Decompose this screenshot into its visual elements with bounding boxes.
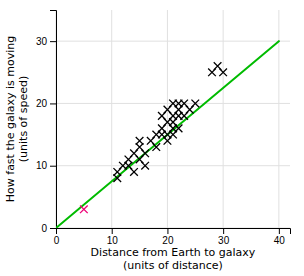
scatter-point xyxy=(141,149,149,157)
scatter-point xyxy=(191,100,199,108)
scatter-point xyxy=(80,205,88,213)
y-axis-tick-label: 30 xyxy=(36,36,48,47)
grid-line-x xyxy=(223,10,224,228)
scatter-point xyxy=(152,143,160,151)
x-axis-tick-mark xyxy=(112,228,113,234)
fit-line xyxy=(56,41,279,228)
scatter-point xyxy=(136,137,144,145)
marks xyxy=(56,41,279,228)
y-axis-tick-mark xyxy=(50,103,56,104)
grid-line-x xyxy=(111,10,112,228)
y-axis-tick-mark xyxy=(50,228,56,229)
grid-line-y xyxy=(56,41,290,42)
grid xyxy=(56,10,290,228)
chart: 0102030400102030Distance from Earth to g… xyxy=(0,0,304,276)
x-axis-tick-mark xyxy=(223,228,224,234)
y-axis-tick-label: 0 xyxy=(41,223,47,234)
x-axis-tick-label: 10 xyxy=(107,235,119,246)
scatter-point xyxy=(175,125,183,133)
x-axis-tick: 40 xyxy=(274,228,286,246)
scatter-point xyxy=(219,68,227,76)
x-axis-tick: 10 xyxy=(107,228,119,246)
x-axis-tick-label: 20 xyxy=(162,235,174,246)
x-axis-tick: 20 xyxy=(162,228,174,246)
y-axis-tick-label: 20 xyxy=(36,98,48,109)
x-axis-tick-label: 30 xyxy=(218,235,230,246)
x-axis-tick: 0 xyxy=(54,228,60,246)
y-axis-tick: 20 xyxy=(36,98,56,109)
y-axis-title: How fast the galaxy is moving(units of s… xyxy=(4,36,30,202)
scatter-point xyxy=(130,168,138,176)
y-axis-tick-mark xyxy=(50,166,56,167)
y-axis-tick: 30 xyxy=(36,36,56,47)
y-axis: 0 10 20 30 xyxy=(36,11,57,234)
x-axis: 0 10 20 30 40 xyxy=(54,228,291,246)
y-axis-tick-mark xyxy=(50,41,56,42)
y-axis-line xyxy=(50,11,57,229)
y-axis-tick-label: 10 xyxy=(36,160,48,171)
plot: 0 10 20 30 40 0 10 20 30 xyxy=(36,10,291,246)
x-axis-title: Distance from Earth to galaxy(units of d… xyxy=(91,246,256,272)
scatter-point xyxy=(141,162,149,170)
y-axis-tick: 0 xyxy=(41,223,56,234)
grid-line-x xyxy=(167,10,168,228)
y-axis-tick: 10 xyxy=(36,160,56,171)
x-axis-tick-label: 40 xyxy=(274,235,286,246)
grid-line-y xyxy=(56,165,290,166)
x-axis-tick: 30 xyxy=(218,228,230,246)
x-axis-tick-mark xyxy=(167,228,168,234)
x-axis-tick-mark xyxy=(279,228,280,234)
x-axis-tick-label: 0 xyxy=(54,235,60,246)
x-axis-line xyxy=(57,229,291,235)
